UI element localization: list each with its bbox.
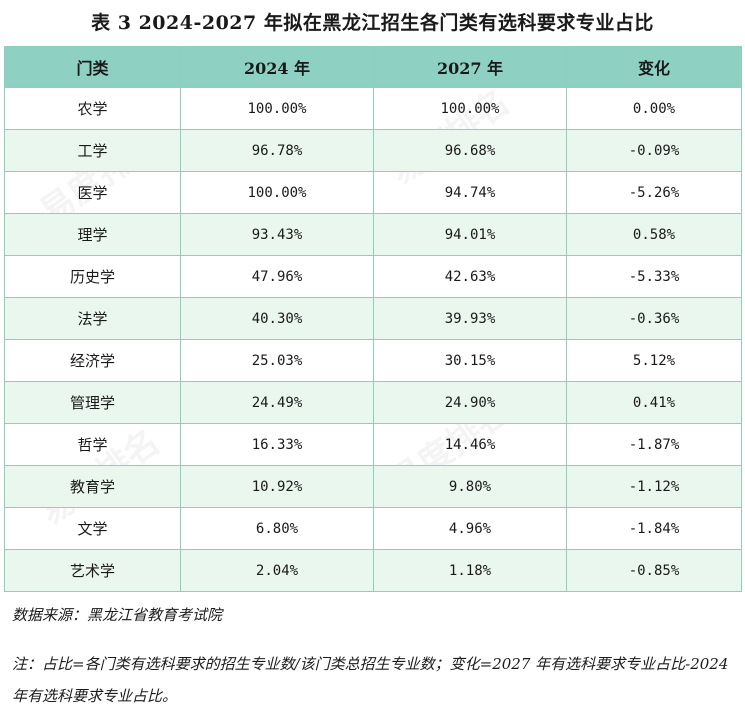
value-2027-cell: 100.00% (373, 87, 567, 130)
category-cell: 法学 (4, 297, 181, 340)
table-row: 理学 93.43% 94.01% 0.58% (4, 213, 742, 256)
change-cell: -0.09% (566, 129, 742, 172)
value-2027-cell: 94.74% (373, 171, 567, 214)
value-2024-cell: 10.92% (180, 465, 374, 508)
table-row: 文学 6.80% 4.96% -1.84% (4, 507, 742, 550)
category-cell: 理学 (4, 213, 181, 256)
column-header-change: 变化 (566, 46, 742, 88)
table-title: 表 3 2024-2027 年拟在黑龙江招生各门类有选科要求专业占比 (91, 12, 654, 34)
value-2024-cell: 93.43% (180, 213, 374, 256)
change-cell: -1.87% (566, 423, 742, 466)
change-cell: 0.00% (566, 87, 742, 130)
value-2024-cell: 40.30% (180, 297, 374, 340)
table-row: 管理学 24.49% 24.90% 0.41% (4, 381, 742, 424)
table-row: 教育学 10.92% 9.80% -1.12% (4, 465, 742, 508)
value-2024-cell: 16.33% (180, 423, 374, 466)
value-2024-cell: 6.80% (180, 507, 374, 550)
value-2027-cell: 96.68% (373, 129, 567, 172)
value-2024-cell: 2.04% (180, 549, 374, 592)
value-2027-cell: 9.80% (373, 465, 567, 508)
change-cell: 5.12% (566, 339, 742, 382)
source-note: 数据来源：黑龙江省教育考试院 (12, 606, 223, 624)
table-row: 工学 96.78% 96.68% -0.09% (4, 129, 742, 172)
category-cell: 医学 (4, 171, 181, 214)
value-2027-cell: 94.01% (373, 213, 567, 256)
category-cell: 哲学 (4, 423, 181, 466)
table-row: 农学 100.00% 100.00% 0.00% (4, 87, 742, 130)
change-cell: 0.58% (566, 213, 742, 256)
value-2027-cell: 42.63% (373, 255, 567, 298)
category-cell: 管理学 (4, 381, 181, 424)
category-cell: 农学 (4, 87, 181, 130)
data-table: 门类 2024 年 2027 年 变化 农学 100.00% 100.00% 0… (4, 46, 742, 592)
value-2027-cell: 24.90% (373, 381, 567, 424)
value-2027-cell: 4.96% (373, 507, 567, 550)
change-cell: 0.41% (566, 381, 742, 424)
value-2027-cell: 14.46% (373, 423, 567, 466)
change-cell: -1.12% (566, 465, 742, 508)
category-cell: 教育学 (4, 465, 181, 508)
table-row: 哲学 16.33% 14.46% -1.87% (4, 423, 742, 466)
category-cell: 经济学 (4, 339, 181, 382)
header-row: 门类 2024 年 2027 年 变化 (4, 46, 742, 88)
category-cell: 文学 (4, 507, 181, 550)
category-cell: 历史学 (4, 255, 181, 298)
change-cell: -1.84% (566, 507, 742, 550)
footnote: 注：占比=各门类有选科要求的招生专业数/该门类总招生专业数；变化=2027 年有… (12, 655, 729, 705)
category-cell: 工学 (4, 129, 181, 172)
change-cell: -0.36% (566, 297, 742, 340)
value-2024-cell: 96.78% (180, 129, 374, 172)
value-2024-cell: 47.96% (180, 255, 374, 298)
value-2027-cell: 39.93% (373, 297, 567, 340)
table-row: 历史学 47.96% 42.63% -5.33% (4, 255, 742, 298)
value-2024-cell: 25.03% (180, 339, 374, 382)
value-2027-cell: 30.15% (373, 339, 567, 382)
change-cell: -0.85% (566, 549, 742, 592)
table-row: 医学 100.00% 94.74% -5.26% (4, 171, 742, 214)
value-2027-cell: 1.18% (373, 549, 567, 592)
value-2024-cell: 100.00% (180, 171, 374, 214)
table-row: 艺术学 2.04% 1.18% -0.85% (4, 549, 742, 592)
column-header-category: 门类 (4, 46, 181, 88)
table-row: 法学 40.30% 39.93% -0.36% (4, 297, 742, 340)
change-cell: -5.33% (566, 255, 742, 298)
category-cell: 艺术学 (4, 549, 181, 592)
table-row: 经济学 25.03% 30.15% 5.12% (4, 339, 742, 382)
value-2024-cell: 24.49% (180, 381, 374, 424)
column-header-2027: 2027 年 (373, 46, 567, 88)
change-cell: -5.26% (566, 171, 742, 214)
column-header-2024: 2024 年 (180, 46, 374, 88)
value-2024-cell: 100.00% (180, 87, 374, 130)
